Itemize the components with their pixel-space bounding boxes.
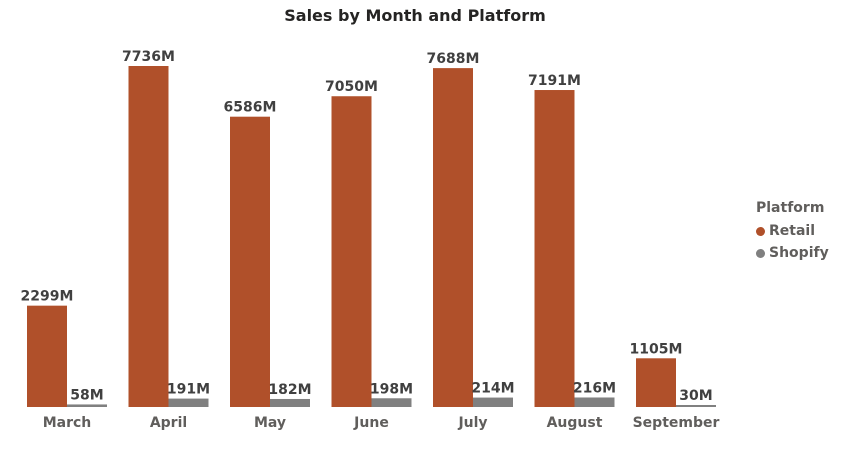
legend-label-shopify: Shopify [769, 245, 829, 261]
legend-marker-shopify [756, 248, 765, 258]
bar-retail-april[interactable] [128, 66, 169, 407]
data-label-shopify-july: 214M [471, 381, 514, 397]
legend: Platform Retail Shopify [756, 200, 829, 264]
data-label-retail-september: 1105M [630, 341, 683, 357]
x-tick-label-may: May [254, 415, 286, 431]
legend-marker-retail [756, 226, 765, 236]
bar-shopify-march[interactable] [67, 404, 107, 407]
data-label-shopify-september: 30M [679, 388, 712, 404]
data-label-shopify-august: 216M [573, 380, 616, 396]
bar-shopify-july[interactable] [473, 397, 513, 407]
data-label-retail-may: 6586M [224, 100, 277, 116]
data-label-retail-march: 2299M [21, 289, 74, 305]
bar-retail-august[interactable] [534, 90, 575, 407]
bar-shopify-may[interactable] [270, 398, 310, 407]
bar-retail-may[interactable] [230, 116, 270, 407]
x-tick-label-august: August [547, 415, 603, 431]
bar-retail-june[interactable] [331, 96, 372, 408]
data-label-shopify-june: 198M [370, 381, 413, 397]
legend-item-shopify[interactable]: Shopify [756, 242, 829, 264]
data-label-shopify-march: 58M [70, 387, 103, 403]
data-label-shopify-april: 191M [167, 382, 210, 398]
data-label-retail-august: 7191M [528, 73, 581, 89]
bar-shopify-august[interactable] [574, 397, 615, 407]
bar-retail-july[interactable] [433, 68, 473, 408]
x-tick-label-june: June [353, 415, 389, 431]
bar-shopify-june[interactable] [371, 398, 412, 407]
data-label-retail-july: 7688M [427, 51, 480, 67]
bar-shopify-september[interactable] [676, 405, 716, 407]
x-tick-label-april: April [150, 415, 187, 431]
data-label-retail-april: 7736M [122, 49, 175, 65]
legend-item-retail[interactable]: Retail [756, 220, 829, 242]
chart-title: Sales by Month and Platform [284, 6, 546, 25]
legend-title: Platform [756, 200, 825, 216]
data-label-retail-june: 7050M [325, 79, 378, 95]
x-tick-label-march: March [43, 415, 92, 431]
bar-retail-september[interactable] [636, 358, 676, 407]
x-tick-label-july: July [457, 415, 487, 431]
data-label-shopify-may: 182M [268, 382, 311, 398]
bar-retail-march[interactable] [27, 305, 67, 407]
legend-label-retail: Retail [769, 223, 816, 239]
x-tick-label-september: September [633, 415, 720, 431]
bar-shopify-april[interactable] [168, 398, 209, 407]
